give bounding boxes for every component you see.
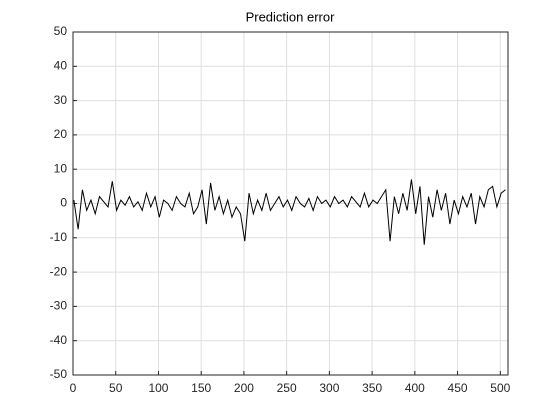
y-tick-label: 30 [54,93,68,107]
y-tick-label: -10 [50,230,68,244]
x-tick-label: 500 [490,381,510,395]
y-tick-label: -40 [50,333,68,347]
x-tick-label: 150 [191,381,211,395]
y-tick-label: -30 [50,299,68,313]
plot-frame [72,31,509,376]
x-tick-label: 350 [362,381,382,395]
y-tick-label: 50 [54,24,68,38]
x-tick-label: 200 [234,381,254,395]
data-line [73,179,506,245]
y-tick-label: 0 [60,196,67,210]
y-tick-label: -20 [50,264,68,278]
x-tick-label: 450 [448,381,468,395]
x-tick-label: 0 [70,381,77,395]
y-tick-label: 10 [54,161,68,175]
x-tick-label: 250 [277,381,297,395]
x-tick-label: 400 [405,381,425,395]
y-tick-label: 40 [54,58,68,72]
y-tick-label: -50 [50,367,68,381]
y-tick-label: 20 [54,127,68,141]
x-tick-label: 50 [109,381,123,395]
chart-title: Prediction error [246,9,336,24]
x-tick-label: 300 [319,381,339,395]
x-tick-label: 100 [148,381,168,395]
